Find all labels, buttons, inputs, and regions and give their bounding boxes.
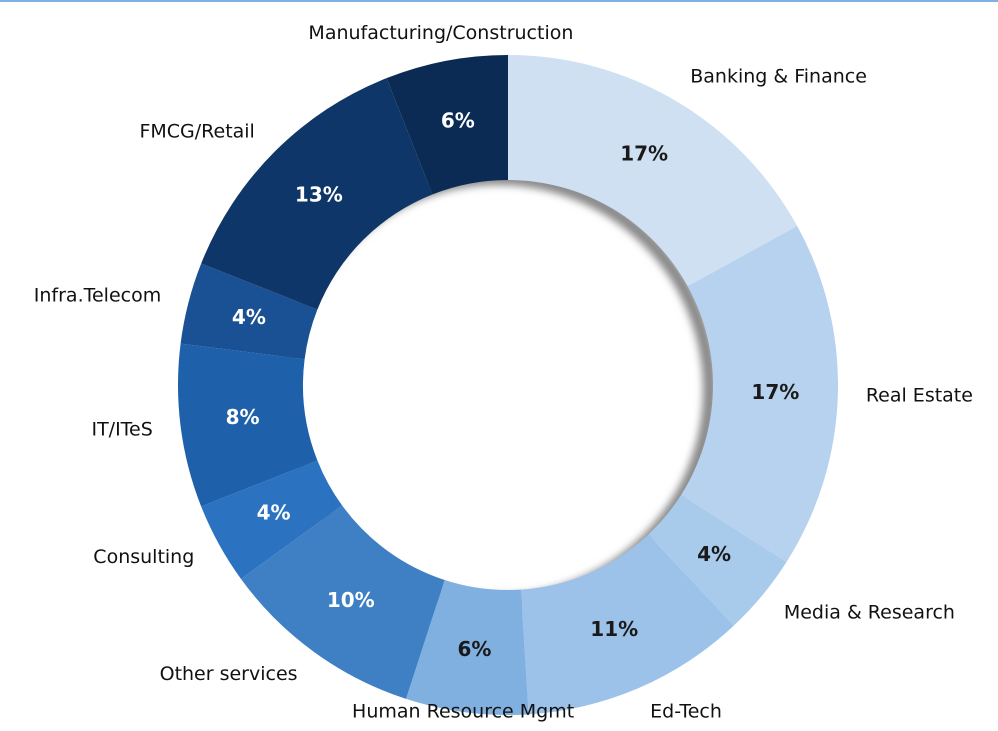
category-label: Other services	[160, 663, 298, 685]
donut-segment	[406, 579, 529, 715]
category-label: Real Estate	[866, 385, 973, 407]
category-label: FMCG/Retail	[139, 120, 254, 142]
category-label: Media & Research	[784, 602, 955, 624]
value-label: 4%	[257, 500, 291, 524]
donut-segment	[201, 78, 433, 310]
value-label: 8%	[226, 405, 260, 429]
donut-segment	[648, 494, 787, 626]
donut-segment	[201, 460, 343, 579]
value-label: 4%	[697, 542, 731, 566]
value-label: 17%	[620, 141, 668, 165]
donut-segment	[180, 263, 318, 360]
value-label: 6%	[457, 637, 491, 661]
value-label: 11%	[590, 617, 638, 641]
donut-segment	[520, 534, 734, 715]
category-label: Ed-Tech	[650, 701, 722, 723]
category-label: Manufacturing/Construction	[308, 22, 573, 44]
category-label: IT/ITeS	[91, 418, 152, 440]
value-label: 17%	[751, 380, 799, 404]
value-label: 4%	[232, 305, 266, 329]
value-label: 6%	[441, 109, 475, 133]
donut-segment	[178, 343, 318, 507]
donut-segment	[241, 505, 445, 699]
category-label: Consulting	[93, 546, 194, 568]
donut-segment	[508, 55, 798, 287]
category-label: Infra.Telecom	[34, 284, 161, 306]
value-label: 10%	[327, 588, 375, 612]
category-label: Banking & Finance	[690, 65, 867, 87]
donut-segment	[681, 226, 838, 562]
donut-segment	[386, 55, 508, 195]
category-label: Human Resource Mgmt	[352, 701, 574, 723]
value-label: 13%	[295, 182, 343, 206]
